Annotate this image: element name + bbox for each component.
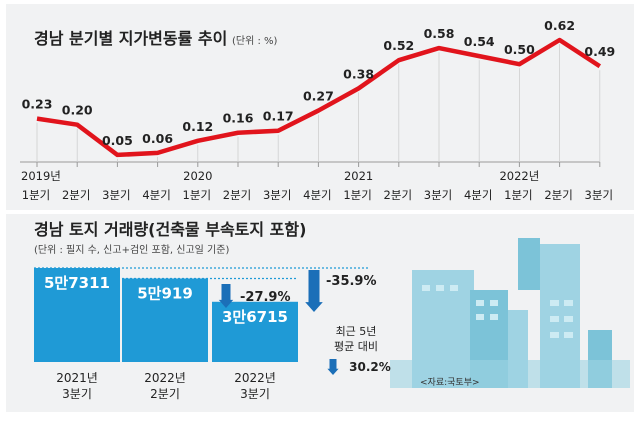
bar-category-quarter: 3분기	[240, 387, 270, 401]
building-window	[422, 285, 430, 291]
line-chart-title: 경남 분기별 지가변동률 추이	[34, 29, 227, 48]
building-window	[490, 314, 498, 320]
five-year-average-comparison: 최근 5년 평균 대비 30.2%	[327, 325, 391, 375]
change-label: -27.9%	[240, 290, 291, 305]
data-label: 0.58	[424, 26, 455, 41]
quarter-label: 2분기	[544, 188, 572, 202]
bar-chart-changes: -27.9% -35.9%	[218, 270, 377, 312]
building-window	[450, 285, 458, 291]
building-window	[550, 300, 559, 306]
building-window	[490, 300, 498, 306]
quarter-label: 1분기	[22, 188, 50, 202]
quarter-label: 4분기	[303, 188, 331, 202]
building-window	[436, 285, 444, 291]
average-change-value: 30.2%	[349, 360, 391, 374]
average-label-line1: 최근 5년	[336, 325, 377, 338]
line-chart-panel	[6, 4, 634, 210]
data-label: 0.27	[303, 89, 334, 104]
bar-category-year: 2022년	[234, 371, 276, 385]
quarter-label: 4분기	[142, 188, 170, 202]
buildings-illustration	[390, 238, 630, 388]
source-label: <자료:국토부>	[420, 377, 480, 388]
bar-chart-title: 경남 토지 거래량(건축물 부속토지 포함)	[34, 220, 306, 239]
data-label: 0.62	[544, 18, 575, 33]
building-window	[550, 316, 559, 322]
bar-value-label: 3만6715	[222, 308, 288, 326]
quarter-label: 2분기	[384, 188, 412, 202]
quarter-label: 3분기	[102, 188, 130, 202]
year-label: 2020	[183, 169, 212, 183]
data-label: 0.12	[182, 119, 213, 134]
quarter-label: 2분기	[62, 188, 90, 202]
bar	[212, 301, 298, 362]
line-chart-series: 0.23 0.20 0.05 0.06 0.12 0.16 0.17 0.27 0.38 0.52…	[22, 18, 615, 162]
building-window	[564, 300, 573, 306]
change-label: -35.9%	[326, 274, 377, 289]
year-label: 2021	[344, 169, 373, 183]
line-series-path	[36, 37, 602, 158]
bar-category-quarter: 3분기	[62, 387, 92, 401]
data-label: 0.54	[464, 34, 495, 49]
quarter-label: 1분기	[504, 188, 532, 202]
quarter-label: 1분기	[343, 188, 371, 202]
bar-category-quarter: 2분기	[150, 387, 180, 401]
bar	[122, 278, 208, 362]
line-chart-unit: (단위 : %)	[232, 34, 278, 47]
building-window	[476, 300, 484, 306]
line-chart-quarter-labels: 1분기 2분기 3분기 4분기 1분기 2분기 3분기 4분기 1분기 2분기 3분기 4분기 1분기 2…	[22, 188, 613, 202]
bar-category-year: 2022년	[144, 371, 186, 385]
data-label: 0.50	[504, 42, 535, 57]
building-window	[564, 332, 573, 338]
bar-chart-bars: 5만7311 5만919 3만6715	[34, 267, 368, 362]
down-arrow-icon	[305, 270, 323, 312]
building-window	[564, 316, 573, 322]
building-window	[550, 332, 559, 338]
data-label: 0.06	[142, 131, 173, 146]
quarter-label: 3분기	[424, 188, 452, 202]
bar-category-year: 2021년	[56, 371, 98, 385]
data-label: 0.52	[383, 38, 414, 53]
year-label: 2019년	[21, 169, 61, 183]
down-arrow-icon	[218, 284, 234, 308]
data-label: 0.17	[263, 109, 294, 124]
data-label: 0.16	[223, 111, 254, 126]
quarter-label: 3분기	[585, 188, 613, 202]
building-4-top	[518, 238, 540, 290]
data-label: 0.38	[343, 66, 374, 81]
line-chart-ticks	[36, 162, 601, 167]
line-chart-year-labels: 2019년 2020 2021 2022년	[21, 169, 539, 183]
average-down-arrow-icon	[327, 359, 339, 375]
quarter-label: 2분기	[223, 188, 251, 202]
data-label: 0.23	[22, 97, 53, 112]
bar-value-label: 5만919	[137, 284, 193, 302]
bar-chart-categories: 2021년 3분기 2022년 2분기 2022년 3분기	[56, 371, 276, 401]
data-label: 0.05	[102, 133, 133, 148]
bar-chart-note: (단위 : 필지 수, 신고+검인 포함, 신고일 기준)	[34, 243, 229, 256]
data-label: 0.49	[584, 44, 615, 59]
quarter-label: 1분기	[183, 188, 211, 202]
building-window	[476, 314, 484, 320]
data-label: 0.20	[62, 103, 93, 118]
quarter-label: 3분기	[263, 188, 291, 202]
buildings-base	[390, 360, 630, 388]
bar-value-label: 5만7311	[44, 274, 110, 292]
down-arrow-icon	[327, 359, 339, 375]
average-label-line2: 평균 대비	[334, 340, 378, 353]
bar	[34, 268, 120, 362]
quarter-label: 4분기	[464, 188, 492, 202]
year-label: 2022년	[499, 169, 539, 183]
